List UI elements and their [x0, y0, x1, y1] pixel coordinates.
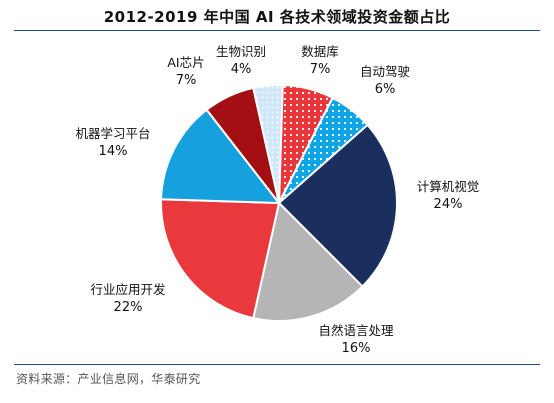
slice-1-texture [279, 97, 368, 203]
slice-label-2: 计算机视觉 [417, 179, 480, 194]
slice-label-5: 机器学习平台 [75, 126, 150, 141]
slice-4 [160, 198, 281, 320]
title-rule [14, 30, 540, 31]
slice-value-7: 4% [231, 62, 252, 77]
pie-slices [160, 84, 398, 323]
slice-label-1: 自动驾驶 [360, 64, 411, 79]
source-note: 资料来源：产业信息网，华泰研究 [16, 372, 201, 386]
slice-value-5: 14% [99, 144, 128, 159]
slice-label-7: 生物识别 [216, 44, 266, 59]
slice-value-2: 24% [434, 197, 463, 212]
slice-0-texture [279, 85, 333, 203]
slice-label-6: AI芯片 [167, 55, 204, 70]
slice-5 [160, 108, 282, 205]
slice-value-1: 6% [375, 82, 396, 97]
slice-value-3: 16% [342, 341, 371, 356]
slice-label-0: 数据库 [301, 44, 339, 59]
slice-value-4: 22% [114, 300, 143, 315]
pie-labels: 数据库 7% 自动驾驶 6% 计算机视觉 24% 自然语言处理 16% 行业应用开发 22% 机器学… [75, 44, 479, 356]
slice-7-texture [253, 85, 283, 203]
footer-rule [14, 364, 540, 365]
slice-value-0: 7% [310, 62, 331, 77]
chart-title: 2012-2019 年中国 AI 各技术领域投资金额占比 [103, 8, 451, 26]
slice-3 [252, 201, 364, 323]
slice-value-6: 7% [176, 73, 197, 88]
slice-label-4: 行业应用开发 [90, 282, 166, 297]
slice-2 [277, 123, 398, 288]
slice-label-3: 自然语言处理 [318, 323, 394, 338]
